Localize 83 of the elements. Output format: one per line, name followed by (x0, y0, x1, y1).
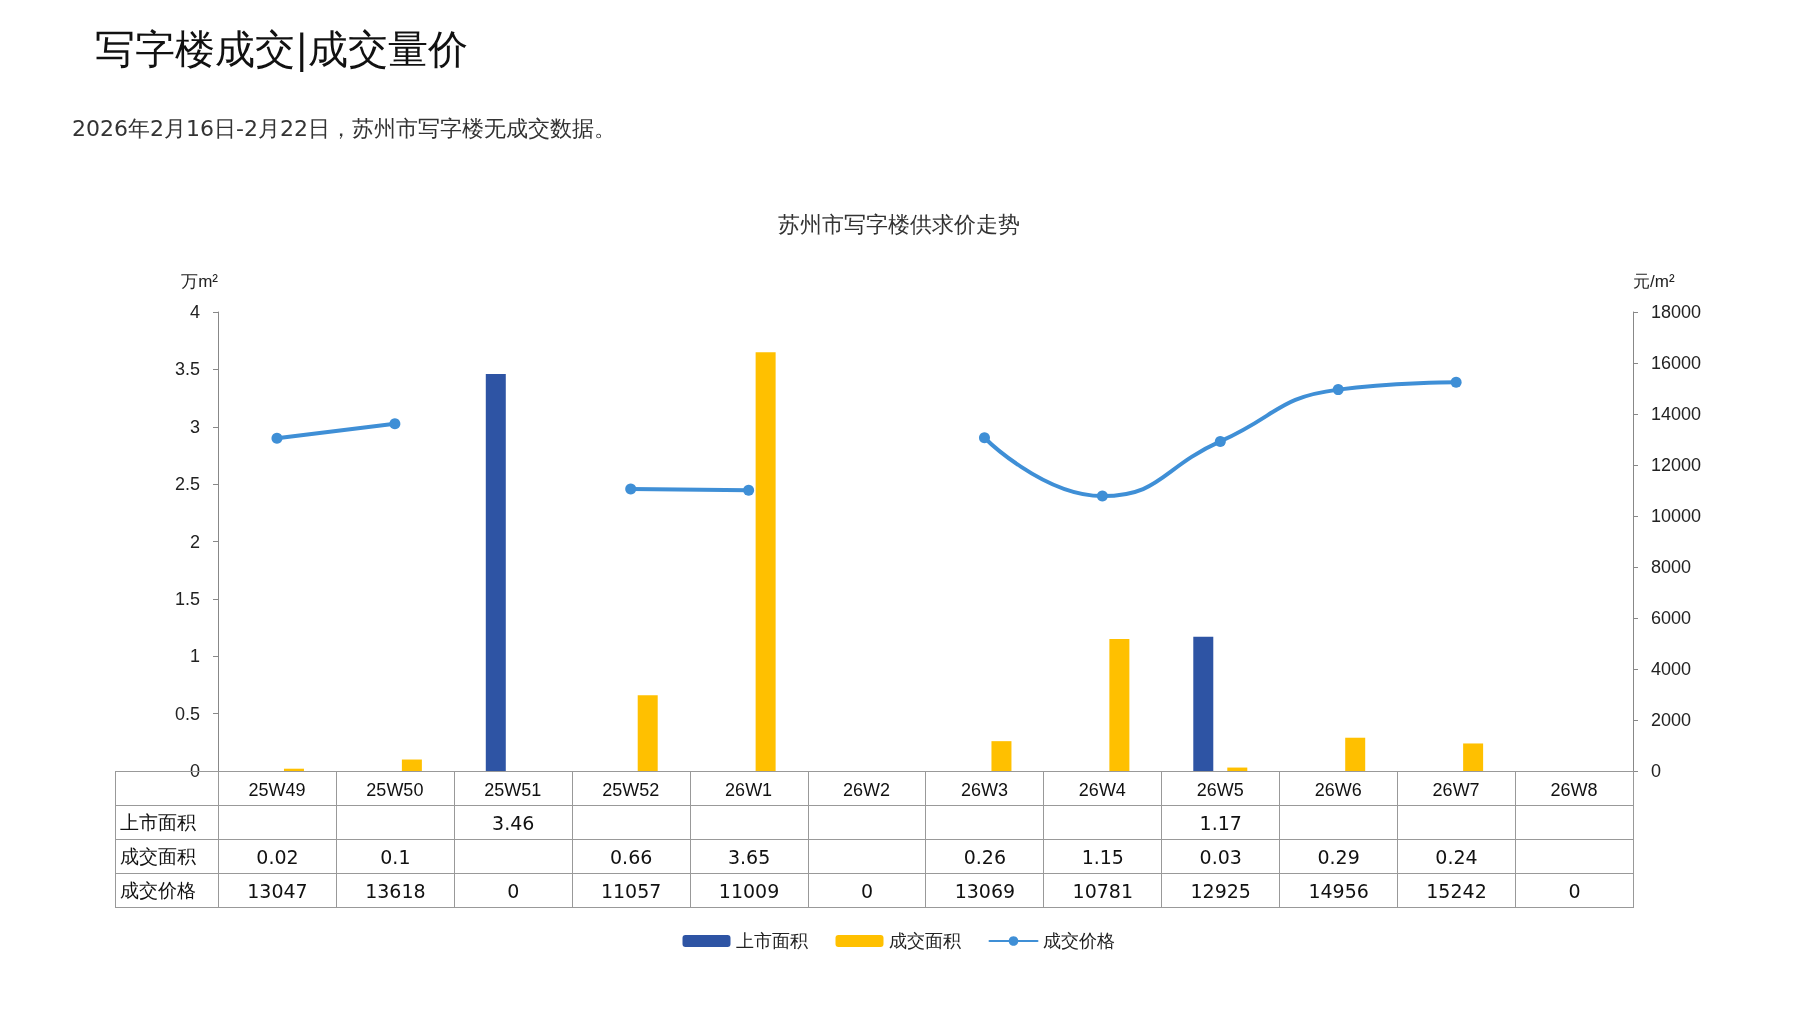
y-axis-title: 万m² (181, 272, 219, 291)
point (743, 484, 755, 496)
data-label: 11009 (690, 873, 809, 908)
data-label: 1.15 (1043, 839, 1162, 874)
y2-tick-label: 4000 (1651, 659, 1692, 679)
bar (1193, 636, 1214, 771)
y2-tick-label: 2000 (1651, 710, 1692, 730)
y-tick-label: 4 (189, 302, 200, 322)
bar (401, 759, 422, 771)
data-label: 0.66 (572, 839, 691, 874)
legend-label: 上市面积 (735, 931, 808, 951)
bar (1463, 743, 1484, 771)
y-tick-label: 1.5 (174, 588, 200, 609)
text: 2026年2月16日-2月22日，苏州市写字楼无成交数据。 (72, 115, 616, 143)
text: 0 (1568, 879, 1581, 902)
y2-tick-label: 18000 (1651, 302, 1702, 322)
y2-tick-label: 14000 (1651, 404, 1702, 424)
data-label: 13618 (336, 873, 455, 908)
x-tick-label: 26W2 (843, 780, 891, 800)
x-tick-label: 25W50 (366, 780, 424, 800)
point (1332, 384, 1344, 396)
bar (485, 373, 506, 771)
x-tick-label: 25W51 (484, 780, 542, 800)
bar (755, 352, 776, 771)
x-tick-label: 25W52 (602, 780, 660, 800)
x-tick-label: 26W4 (1078, 780, 1126, 800)
text: 写字楼成交|成交量价 (95, 25, 469, 74)
text: 0 (507, 879, 520, 902)
y2-tick-label: 6000 (1651, 608, 1692, 628)
bar (637, 695, 658, 771)
x-tick-label: 26W7 (1432, 780, 1480, 800)
data-label: 0.03 (1161, 839, 1280, 874)
data-label: 0.02 (218, 839, 337, 874)
data-label: 15242 (1397, 873, 1516, 908)
x-tick-label: 25W49 (248, 780, 306, 800)
point (271, 432, 283, 444)
text: 0 (860, 879, 874, 902)
x-tick-label: 26W3 (960, 780, 1008, 800)
data-label: 13069 (925, 873, 1044, 908)
point (625, 483, 637, 495)
point (1096, 490, 1108, 502)
point (389, 418, 401, 430)
bar (1109, 639, 1130, 771)
y-tick-label: 3.5 (174, 359, 200, 380)
data-label: 0.29 (1279, 839, 1398, 874)
y2-tick-label: 12000 (1651, 455, 1702, 475)
data-label: 13047 (218, 873, 337, 908)
legend-label: 成交面积 (888, 931, 961, 951)
y2-tick-label: 16000 (1651, 353, 1702, 373)
point (1214, 435, 1226, 447)
y2-tick-label: 8000 (1651, 557, 1692, 577)
y-tick-label: 1 (189, 646, 200, 667)
data-label: 0.1 (336, 839, 455, 874)
bar (991, 741, 1012, 771)
data-label: 1.17 (1161, 805, 1280, 840)
x-tick-label: 26W8 (1550, 780, 1598, 800)
y-tick-label: 2.5 (174, 474, 200, 495)
data-label: 3.46 (454, 805, 573, 840)
data-label: 12925 (1161, 873, 1280, 908)
chart-title: 苏州市写字楼供求价走势 (777, 211, 1020, 237)
y-tick-label: 2 (189, 531, 200, 552)
text: 成交价格 (120, 878, 196, 901)
y-tick-label: 3 (189, 416, 200, 437)
data-label: 0.24 (1397, 839, 1516, 874)
y2-tick-label: 0 (1651, 761, 1662, 781)
y-tick-label: 0.5 (174, 703, 200, 724)
y2-tick-label: 10000 (1651, 506, 1702, 526)
point (1450, 376, 1462, 388)
point (978, 432, 990, 444)
y-tick-label: 0 (189, 761, 200, 781)
data-label: 0.26 (925, 839, 1044, 874)
data-label: 10781 (1043, 873, 1162, 908)
bar (1345, 737, 1366, 771)
y2-axis-title: 元/m² (1633, 272, 1675, 291)
data-label: 14956 (1279, 873, 1398, 908)
text: 成交面积 (120, 844, 196, 867)
data-label: 3.65 (690, 839, 809, 874)
x-tick-label: 26W1 (725, 780, 773, 800)
data-label: 11057 (572, 873, 691, 908)
text: 上市面积 (120, 810, 196, 833)
legend-label: 成交价格 (1042, 931, 1115, 951)
x-tick-label: 26W5 (1196, 780, 1244, 800)
x-tick-label: 26W6 (1314, 780, 1362, 800)
